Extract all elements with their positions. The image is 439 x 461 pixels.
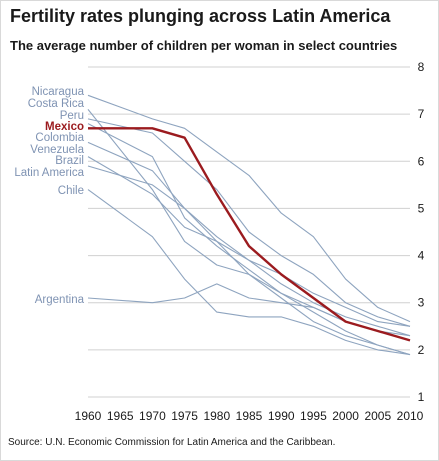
y-tick-label: 2	[418, 343, 425, 357]
highlight-layer	[88, 127, 411, 342]
series-label-mexico: Mexico	[45, 121, 84, 133]
y-tick-label: 7	[418, 107, 425, 121]
series-label-venezuela: Venezuela	[30, 144, 84, 156]
series-label-chile: Chile	[58, 185, 84, 197]
series-line-venezuela	[87, 141, 411, 327]
y-tick-label: 3	[418, 296, 425, 310]
x-tick-label: 1995	[300, 409, 327, 423]
x-tick-label: 1965	[107, 409, 134, 423]
x-tick-label: 2005	[364, 409, 391, 423]
series-label-nicaragua: Nicaragua	[32, 86, 85, 98]
series-line-costa-rica	[87, 109, 411, 356]
chart-title: Fertility rates plunging across Latin Am…	[10, 6, 391, 26]
series-label-brazil: Brazil	[55, 155, 84, 167]
chart-subtitle: The average number of children per woman…	[10, 38, 398, 53]
x-tick-label: 1985	[236, 409, 263, 423]
x-tick-label: 2000	[332, 409, 359, 423]
series-line-chile	[87, 189, 411, 356]
x-tick-label: 1975	[171, 409, 198, 423]
series-layer	[87, 94, 411, 356]
x-tick-label: 1970	[139, 409, 166, 423]
series-label-latin-america: Latin America	[14, 167, 84, 179]
series-line-nicaragua	[87, 94, 411, 323]
y-tick-labels: 1 2 3 4 5 6 7 8	[418, 60, 425, 404]
y-tick-label: 8	[418, 60, 425, 74]
series-line-latin-america	[87, 165, 411, 337]
y-tick-label: 5	[418, 201, 425, 215]
y-tick-label: 4	[418, 249, 425, 263]
series-line-peru	[87, 118, 411, 327]
x-tick-labels: 1960 1965 1970 1975 1980 1985 1990 1995 2000 2005…	[75, 409, 424, 423]
x-tick-label: 2010	[397, 409, 424, 423]
x-tick-label: 1960	[75, 409, 102, 423]
x-tick-label: 1980	[203, 409, 230, 423]
series-label-colombia: Colombia	[35, 132, 84, 144]
grid-layer	[88, 66, 410, 398]
source-note: Source: U.N. Economic Commission for Lat…	[8, 437, 336, 448]
y-tick-label: 1	[418, 390, 425, 404]
series-label-argentina: Argentina	[35, 294, 85, 306]
series-line-mexico	[88, 127, 411, 342]
y-tick-label: 6	[418, 154, 425, 168]
x-tick-label: 1990	[268, 409, 295, 423]
series-label-costa-rica: Costa Rica	[28, 98, 85, 110]
series-label-peru: Peru	[60, 110, 84, 122]
series-line-brazil	[87, 156, 411, 356]
